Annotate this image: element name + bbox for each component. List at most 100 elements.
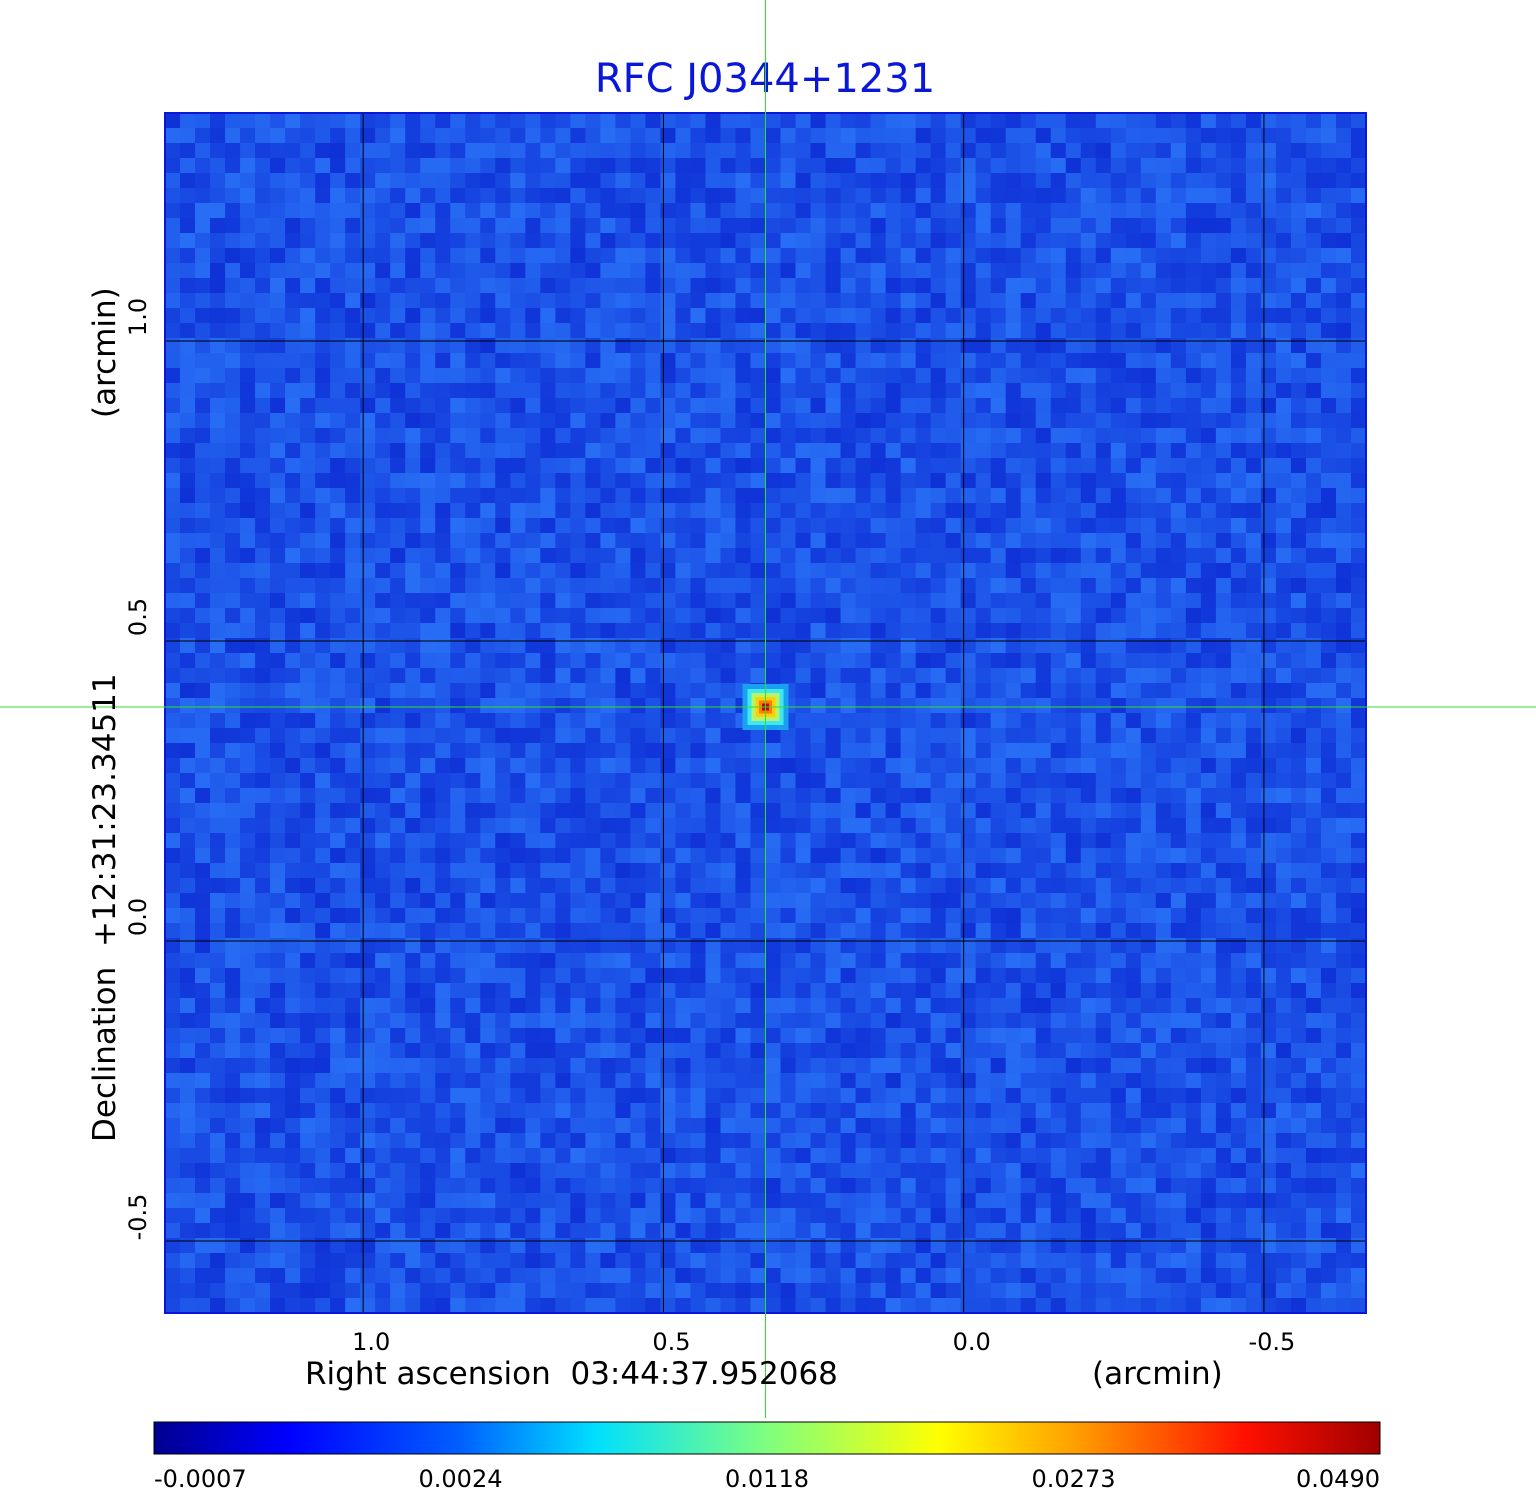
image-pixel — [930, 353, 947, 369]
image-pixel — [240, 758, 256, 774]
image-pixel — [180, 848, 196, 864]
image-pixel — [360, 1148, 376, 1164]
image-pixel — [330, 1073, 346, 1089]
image-pixel — [345, 1283, 361, 1299]
image-pixel — [420, 683, 436, 699]
image-pixel — [465, 533, 481, 549]
image-pixel — [990, 638, 1007, 654]
image-pixel — [780, 1268, 797, 1284]
image-pixel — [660, 113, 677, 129]
image-pixel — [780, 1043, 797, 1059]
image-pixel — [1065, 398, 1082, 414]
image-pixel — [915, 893, 932, 909]
image-pixel — [660, 593, 677, 609]
image-pixel — [435, 1013, 451, 1029]
image-pixel — [555, 848, 571, 864]
image-pixel — [330, 908, 346, 924]
image-pixel — [795, 818, 812, 834]
image-pixel — [1005, 1178, 1022, 1194]
image-pixel — [990, 1223, 1007, 1239]
image-pixel — [300, 803, 316, 819]
image-pixel — [960, 488, 977, 504]
image-pixel — [675, 803, 692, 819]
image-pixel — [630, 293, 646, 309]
image-pixel — [405, 1253, 421, 1269]
image-pixel — [870, 1028, 887, 1044]
image-pixel — [705, 968, 722, 984]
image-pixel — [615, 548, 631, 564]
image-pixel — [285, 578, 301, 594]
image-pixel — [270, 1148, 286, 1164]
image-pixel — [810, 1268, 827, 1284]
image-pixel — [405, 1133, 421, 1149]
image-pixel — [750, 488, 767, 504]
image-pixel — [915, 218, 932, 234]
image-pixel — [615, 353, 631, 369]
image-pixel — [465, 308, 481, 324]
image-pixel — [285, 368, 301, 384]
image-pixel — [915, 758, 932, 774]
image-pixel — [390, 1028, 406, 1044]
image-pixel — [945, 368, 962, 384]
image-pixel — [900, 728, 917, 744]
image-pixel — [630, 458, 646, 474]
image-pixel — [195, 713, 211, 729]
image-pixel — [825, 248, 842, 264]
image-pixel — [405, 1223, 421, 1239]
image-pixel — [270, 1298, 286, 1314]
image-pixel — [1005, 188, 1022, 204]
image-pixel — [495, 683, 511, 699]
image-pixel — [360, 878, 376, 894]
image-pixel — [960, 818, 977, 834]
image-pixel — [690, 1118, 707, 1134]
image-pixel — [240, 1268, 256, 1284]
image-pixel — [855, 833, 872, 849]
image-pixel — [630, 143, 646, 159]
image-pixel — [555, 1043, 571, 1059]
image-pixel — [990, 803, 1007, 819]
image-pixel — [345, 803, 361, 819]
image-pixel — [555, 1013, 571, 1029]
image-pixel — [510, 863, 526, 879]
image-pixel — [720, 368, 737, 384]
image-pixel — [675, 1178, 692, 1194]
image-pixel — [600, 1133, 616, 1149]
image-pixel — [690, 1103, 707, 1119]
image-pixel — [900, 368, 917, 384]
image-pixel — [240, 308, 256, 324]
image-pixel — [525, 938, 541, 954]
image-pixel — [405, 1118, 421, 1134]
image-pixel — [990, 1043, 1007, 1059]
image-pixel — [390, 1103, 406, 1119]
image-pixel — [810, 1118, 827, 1134]
image-pixel — [300, 1298, 316, 1314]
image-pixel — [1065, 1223, 1082, 1239]
image-pixel — [705, 818, 722, 834]
image-pixel — [675, 188, 692, 204]
image-pixel — [315, 1133, 331, 1149]
image-pixel — [765, 1103, 782, 1119]
image-pixel — [1080, 143, 1097, 159]
image-pixel — [855, 983, 872, 999]
image-pixel — [750, 188, 767, 204]
image-pixel — [930, 968, 947, 984]
image-pixel — [780, 1118, 797, 1134]
image-pixel — [750, 878, 767, 894]
image-pixel — [1020, 713, 1037, 729]
image-pixel — [855, 548, 872, 564]
image-pixel — [735, 1163, 752, 1179]
image-pixel — [525, 428, 541, 444]
image-pixel — [660, 833, 677, 849]
image-pixel — [1020, 1283, 1037, 1299]
image-pixel — [915, 413, 932, 429]
image-pixel — [960, 1208, 977, 1224]
image-pixel — [900, 953, 917, 969]
image-pixel — [885, 1148, 902, 1164]
image-pixel — [975, 698, 992, 714]
image-pixel — [225, 1148, 241, 1164]
image-pixel — [915, 233, 932, 249]
image-pixel — [510, 818, 526, 834]
image-pixel — [390, 1178, 406, 1194]
image-pixel — [210, 1223, 226, 1239]
image-pixel — [1005, 1103, 1022, 1119]
